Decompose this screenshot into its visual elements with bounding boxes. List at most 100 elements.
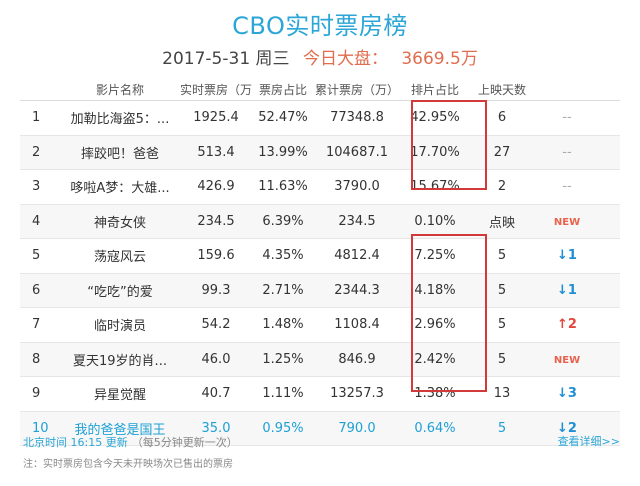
rank-cell: 5 [32,248,41,264]
trend-cell: ↓3 [534,386,600,401]
days-cell: 5 [497,351,507,367]
movie-name-cell: 荡寇风云 [93,250,146,266]
total-gross-cell: 790.0 [338,420,376,436]
trend-cell: NEW [534,352,600,367]
gross-ratio-cell: 1.25% [262,351,304,367]
date-label: 2017-5-31 周三 [162,49,290,69]
page-title: CBO实时票房榜 [232,12,408,40]
gross-ratio-cell: 6.39% [262,213,304,229]
gross-ratio-cell: 2.71% [262,282,304,298]
trend-cell: -- [534,145,600,160]
trend-cell: ↓1 [534,248,600,263]
trend-flat: -- [562,179,572,195]
schedule-ratio-cell: 0.10% [414,213,456,229]
total-gross-cell: 77348.8 [330,110,384,126]
total-gross-cell: 4812.4 [334,248,380,264]
rank-cell: 2 [32,144,41,160]
table-row: 7 临时演员 54.2 1.48% 1108.4 2.96% 5 ↑2 [20,308,620,343]
gross-ratio-cell: 11.63% [258,179,308,195]
header-realtime: 实时票房（万） [180,82,252,97]
box-office-table: 影片名称 实时票房（万） 票房占比 累计票房（万） 排片占比 上映天数 1 加勒比… [20,78,620,446]
update-time: 北京时间 16:15 更新 [23,436,128,449]
gross-ratio-cell: 1.48% [262,317,304,333]
days-cell: 点映 [488,215,515,231]
trend-flat: -- [562,144,572,160]
trend-down-icon: ↓1 [557,248,577,264]
header-total: 累计票房（万） [314,82,399,97]
schedule-ratio-cell: 17.70% [410,144,460,160]
trend-cell: NEW [534,214,600,229]
table-row: 6 “吃吃”的爱 99.3 2.71% 2344.3 4.18% 5 ↓1 [20,273,620,308]
table-row: 3 哆啦A梦：大雄... 426.9 11.63% 3790.0 15.67% 2 -- [20,170,620,205]
gross-ratio-cell: 1.11% [262,386,304,402]
realtime-gross-cell: 159.6 [197,248,235,264]
schedule-ratio-cell: 15.67% [410,179,460,195]
movie-name-cell: 加勒比海盗5：... [70,112,170,128]
total-gross-cell: 1108.4 [334,317,380,333]
days-cell: 13 [493,386,511,402]
date-and-gross: 2017-5-31 周三 今日大盘： 3669.5万 [0,44,640,69]
trend-up-icon: ↑2 [557,317,577,333]
trend-cell: ↓2 [534,421,600,436]
total-gross-cell: 104687.1 [325,144,389,160]
movie-name-cell: 哆啦A梦：大雄... [70,181,170,197]
schedule-ratio-cell: 0.64% [414,420,456,436]
rank-cell: 7 [32,317,41,333]
trend-cell: ↑2 [534,317,600,332]
table-row[interactable]: 10 我的爸爸是国王 35.0 0.95% 790.0 0.64% 5 ↓2 [20,411,620,446]
rank-cell: 3 [32,179,41,195]
realtime-gross-cell: 40.7 [201,386,231,402]
total-gross-cell: 846.9 [338,351,376,367]
realtime-gross-cell: 46.0 [201,351,231,367]
table-header: 影片名称 实时票房（万） 票房占比 累计票房（万） 排片占比 上映天数 [20,78,620,101]
movie-name-cell: 异星觉醒 [93,388,146,404]
rank-cell: 6 [32,282,41,298]
movie-name-cell: “吃吃”的爱 [87,284,153,300]
movie-name-cell: 摔跤吧！爸爸 [80,146,159,162]
schedule-ratio-cell: 4.18% [414,282,456,298]
trend-down-icon: ↓2 [557,420,577,436]
days-cell: 27 [493,144,511,160]
gross-ratio-cell: 52.47% [258,110,308,126]
schedule-ratio-cell: 1.38% [414,386,456,402]
rank-cell: 10 [32,420,49,436]
realtime-gross-cell: 426.9 [197,179,235,195]
total-gross-cell: 2344.3 [334,282,380,298]
realtime-gross-cell: 54.2 [201,317,231,333]
update-info: 北京时间 16:15 更新 （每5分钟更新一次） [23,434,238,450]
movie-name-cell: 夏天19岁的肖... [73,353,167,369]
rank-cell: 1 [32,110,41,126]
realtime-gross-cell: 234.5 [197,213,235,229]
schedule-ratio-cell: 2.96% [414,317,456,333]
table-row: 5 荡寇风云 159.6 4.35% 4812.4 7.25% 5 ↓1 [20,239,620,274]
rank-cell: 8 [32,351,41,367]
header-schedule: 排片占比 [410,82,459,97]
schedule-ratio-cell: 7.25% [414,248,456,264]
new-badge: NEW [553,216,581,228]
header-ratio: 票房占比 [258,82,307,97]
table-row: 2 摔跤吧！爸爸 513.4 13.99% 104687.1 17.70% 27 -- [20,135,620,170]
table-row: 9 异星觉醒 40.7 1.11% 13257.3 1.38% 13 ↓3 [20,377,620,412]
total-gross-cell: 3790.0 [334,179,380,195]
movie-name-cell: 我的爸爸是国王 [74,422,166,438]
days-cell: 5 [497,317,507,333]
header-days: 上映天数 [477,82,526,97]
rank-cell: 9 [32,386,41,402]
view-details-link[interactable]: 查看详细>> [557,435,620,448]
trend-down-icon: ↓3 [557,386,577,402]
trend-down-icon: ↓1 [557,282,577,298]
trend-cell: -- [534,110,600,125]
update-note: （每5分钟更新一次） [131,436,238,449]
rank-cell: 4 [32,213,41,229]
trend-flat: -- [562,110,572,126]
realtime-gross-cell: 1925.4 [193,110,239,126]
days-cell: 5 [497,282,507,298]
days-cell: 5 [497,248,507,264]
new-badge: NEW [553,354,581,366]
trend-cell: ↓1 [534,283,600,298]
gross-value: 3669.5万 [401,49,478,69]
movie-name-cell: 神奇女侠 [93,215,146,231]
days-cell: 2 [497,179,507,195]
schedule-ratio-cell: 2.42% [414,351,456,367]
gross-ratio-cell: 0.95% [262,420,304,436]
